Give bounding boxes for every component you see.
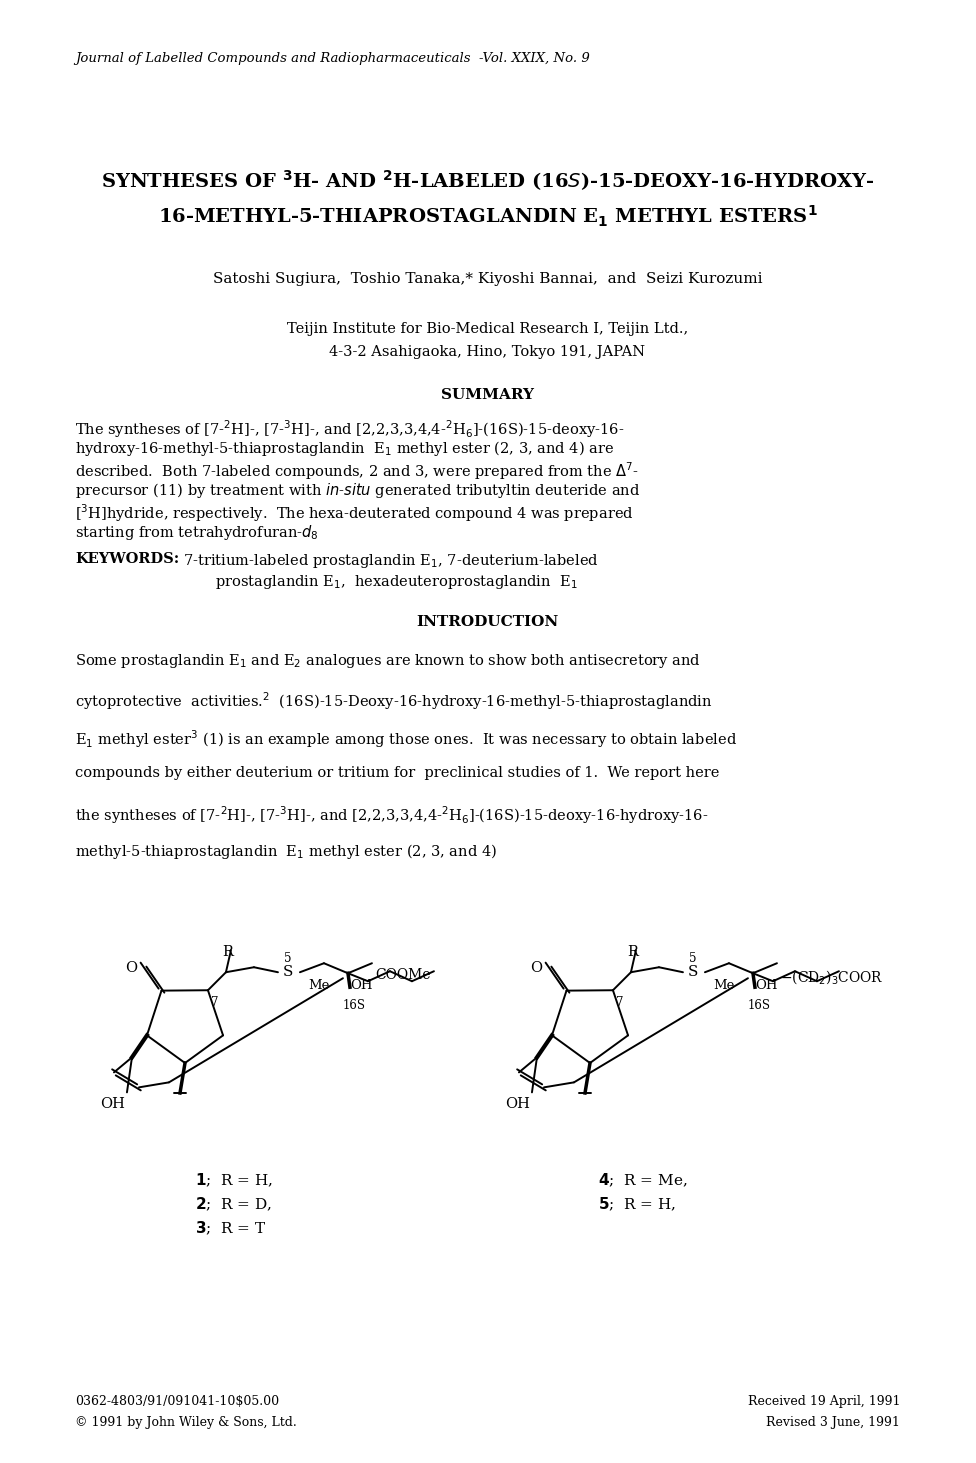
Text: Received 19 April, 1991: Received 19 April, 1991 [748, 1396, 900, 1407]
Text: described.  Both 7-labeled compounds, 2 and 3, were prepared from the $\Delta^7$: described. Both 7-labeled compounds, 2 a… [75, 459, 639, 481]
Text: E$_1$ methyl ester$^3$ (1) is an example among those ones.  It was necessary to : E$_1$ methyl ester$^3$ (1) is an example… [75, 729, 737, 749]
Text: S: S [688, 966, 698, 979]
Text: Journal of Labelled Compounds and Radiopharmaceuticals  -Vol. XXIX, No. 9: Journal of Labelled Compounds and Radiop… [75, 53, 590, 64]
Text: 4-3-2 Asahigaoka, Hino, Tokyo 191, JAPAN: 4-3-2 Asahigaoka, Hino, Tokyo 191, JAPAN [330, 345, 645, 358]
Text: R: R [223, 945, 233, 960]
Text: INTRODUCTION: INTRODUCTION [417, 614, 558, 629]
Text: $\mathbf{1}$;  R = H,: $\mathbf{1}$; R = H, [195, 1172, 273, 1189]
Text: 16-METHYL-5-THIAPROSTAGLANDIN E$_\mathbf{1}$ METHYL ESTERS$^\mathbf{1}$: 16-METHYL-5-THIAPROSTAGLANDIN E$_\mathbf… [157, 203, 818, 230]
Text: Revised 3 June, 1991: Revised 3 June, 1991 [766, 1416, 900, 1429]
Text: $\mathbf{2}$;  R = D,: $\mathbf{2}$; R = D, [195, 1195, 272, 1213]
Text: 7: 7 [211, 996, 219, 1009]
Text: $\mathbf{3}$;  R = T: $\mathbf{3}$; R = T [195, 1220, 266, 1238]
Text: SUMMARY: SUMMARY [441, 388, 534, 402]
Text: O: O [126, 961, 138, 974]
Text: Teijin Institute for Bio-Medical Research I, Teijin Ltd.,: Teijin Institute for Bio-Medical Researc… [287, 322, 688, 336]
Text: Satoshi Sugiura,  Toshio Tanaka,* Kiyoshi Bannai,  and  Seizi Kurozumi: Satoshi Sugiura, Toshio Tanaka,* Kiyoshi… [213, 272, 762, 285]
Text: COOMe: COOMe [375, 969, 430, 982]
Text: prostaglandin E$_1$,  hexadeuteroprostaglandin  E$_1$: prostaglandin E$_1$, hexadeuteroprostagl… [215, 573, 578, 591]
Text: hydroxy-16-methyl-5-thiaprostaglandin  E$_1$ methyl ester (2, 3, and 4) are: hydroxy-16-methyl-5-thiaprostaglandin E$… [75, 439, 614, 458]
Text: Me: Me [713, 979, 735, 992]
Text: 5: 5 [284, 952, 292, 966]
Text: 5: 5 [689, 952, 697, 966]
Text: starting from tetrahydrofuran-$d_8$: starting from tetrahydrofuran-$d_8$ [75, 522, 319, 541]
Text: R: R [628, 945, 638, 960]
Text: OH: OH [101, 1097, 125, 1112]
Text: OH: OH [755, 979, 778, 992]
Text: OH: OH [506, 1097, 530, 1112]
Text: SYNTHESES OF $\mathbf{^3}$H- AND $\mathbf{^2}$H-LABELED (16$\mathit{S}$)-15-DEOX: SYNTHESES OF $\mathbf{^3}$H- AND $\mathb… [101, 168, 874, 193]
Text: Some prostaglandin E$_1$ and E$_2$ analogues are known to show both antisecretor: Some prostaglandin E$_1$ and E$_2$ analo… [75, 652, 701, 670]
Text: precursor (11) by treatment with $\it{in}$-$\it{situ}$ generated tributyltin deu: precursor (11) by treatment with $\it{in… [75, 481, 640, 500]
Text: 0362-4803/91/091041-10$05.00: 0362-4803/91/091041-10$05.00 [75, 1396, 279, 1407]
Text: Me: Me [308, 979, 330, 992]
Text: © 1991 by John Wiley & Sons, Ltd.: © 1991 by John Wiley & Sons, Ltd. [75, 1416, 297, 1429]
Text: 7: 7 [616, 996, 624, 1009]
Text: 16S: 16S [343, 999, 366, 1012]
Text: $\mathbf{4}$;  R = Me,: $\mathbf{4}$; R = Me, [598, 1172, 687, 1189]
Text: OH: OH [350, 979, 373, 992]
Text: 7-tritium-labeled prostaglandin E$_1$, 7-deuterium-labeled: 7-tritium-labeled prostaglandin E$_1$, 7… [183, 552, 599, 571]
Text: The syntheses of [7-$^2$H]-, [7-$^3$H]-, and [2,2,3,3,4,4-$^2$H$_6$]-(16S)-15-de: The syntheses of [7-$^2$H]-, [7-$^3$H]-,… [75, 418, 625, 440]
Text: cytoprotective  activities.$^2$  (16S)-15-Deoxy-16-hydroxy-16-methyl-5-thiaprost: cytoprotective activities.$^2$ (16S)-15-… [75, 691, 712, 711]
Text: $-$(CD$_2$)$_3$COOR: $-$(CD$_2$)$_3$COOR [780, 969, 883, 986]
Text: O: O [530, 961, 543, 974]
Text: $\mathbf{5}$;  R = H,: $\mathbf{5}$; R = H, [598, 1195, 676, 1213]
Text: compounds by either deuterium or tritium for  preclinical studies of 1.  We repo: compounds by either deuterium or tritium… [75, 767, 719, 780]
Text: [$^3$H]hydride, respectively.  The hexa-deuterated compound 4 was prepared: [$^3$H]hydride, respectively. The hexa-d… [75, 502, 633, 524]
Text: KEYWORDS:: KEYWORDS: [75, 552, 180, 566]
Text: S: S [283, 966, 293, 979]
Text: 16S: 16S [748, 999, 771, 1012]
Text: methyl-5-thiaprostaglandin  E$_1$ methyl ester (2, 3, and 4): methyl-5-thiaprostaglandin E$_1$ methyl … [75, 843, 497, 862]
Text: the syntheses of [7-$^2$H]-, [7-$^3$H]-, and [2,2,3,3,4,4-$^2$H$_6$]-(16S)-15-de: the syntheses of [7-$^2$H]-, [7-$^3$H]-,… [75, 805, 709, 825]
